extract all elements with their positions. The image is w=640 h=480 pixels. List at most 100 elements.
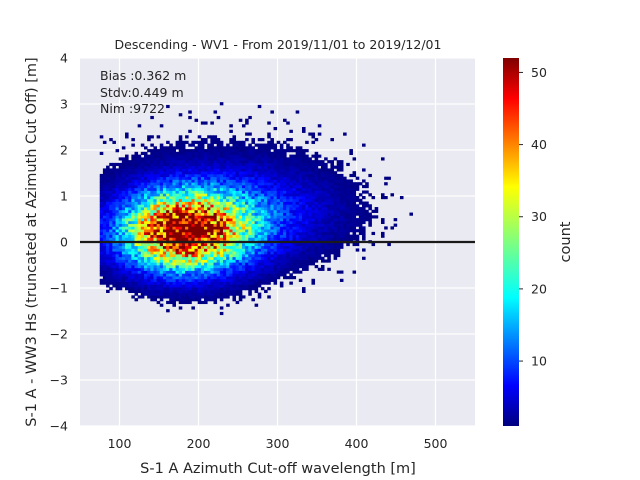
heatmap-cell <box>273 218 278 222</box>
heatmap-cell <box>295 215 300 219</box>
heatmap-cell <box>257 104 262 109</box>
heatmap-cell <box>327 215 331 219</box>
heatmap-cell <box>143 253 148 258</box>
heatmap-cell <box>115 193 120 197</box>
heatmap-cell <box>169 176 173 180</box>
heatmap-cell <box>106 276 110 280</box>
heatmap-cell <box>279 229 284 233</box>
heatmap-cell <box>159 187 164 191</box>
heatmap-cell <box>248 132 252 136</box>
heatmap-cell <box>125 187 129 191</box>
heatmap-cell <box>200 138 205 142</box>
heatmap-cell <box>147 171 151 175</box>
heatmap-cell <box>374 215 379 219</box>
heatmap-cell <box>260 179 265 183</box>
heatmap-cell <box>273 226 278 230</box>
heatmap-cell <box>140 176 145 180</box>
heatmap-cell <box>188 173 192 178</box>
heatmap-cell <box>301 173 306 178</box>
heatmap-cell <box>153 201 158 205</box>
heatmap-cell <box>216 162 221 167</box>
heatmap-cell <box>150 265 154 269</box>
heatmap-cell <box>207 298 211 302</box>
heatmap-cell <box>140 278 145 282</box>
heatmap-cell <box>346 229 350 233</box>
heatmap-cell <box>238 154 243 158</box>
heatmap-cell <box>169 184 173 189</box>
heatmap-cell <box>99 209 104 213</box>
heatmap-cell <box>276 151 281 155</box>
heatmap-cell <box>232 209 237 213</box>
heatmap-cell <box>279 284 284 288</box>
heatmap-cell <box>156 209 161 213</box>
heatmap-cell <box>159 184 164 189</box>
heatmap-cell <box>166 201 170 205</box>
heatmap-cell <box>150 187 154 191</box>
heatmap-cell <box>305 242 309 247</box>
heatmap-cell <box>147 237 151 241</box>
heatmap-cell <box>273 171 278 175</box>
heatmap-cell <box>308 242 312 247</box>
heatmap-cell <box>276 204 281 208</box>
heatmap-cell <box>276 162 281 167</box>
heatmap-cell <box>204 162 208 167</box>
heatmap-cell <box>260 245 265 249</box>
heatmap-cell <box>251 237 255 241</box>
heatmap-cell <box>188 193 192 197</box>
heatmap-cell <box>251 184 255 189</box>
heatmap-cell <box>102 218 107 222</box>
heatmap-cell <box>232 248 237 252</box>
heatmap-cell <box>245 262 249 266</box>
heatmap-cell <box>99 201 104 205</box>
heatmap-cell <box>330 179 334 183</box>
heatmap-cell <box>279 262 284 266</box>
heatmap-cell <box>260 265 265 269</box>
heatmap-cell <box>134 251 139 255</box>
heatmap-cell <box>324 248 328 252</box>
heatmap-cell <box>131 143 135 147</box>
heatmap-cell <box>336 270 341 274</box>
heatmap-cell <box>194 270 199 274</box>
heatmap-cell <box>219 281 224 285</box>
heatmap-cell <box>298 245 303 249</box>
heatmap-cell <box>181 190 186 194</box>
heatmap-cell <box>241 273 246 277</box>
heatmap-cell <box>311 229 316 233</box>
heatmap-cell <box>232 198 237 202</box>
heatmap-cell <box>172 171 176 175</box>
heatmap-cell <box>102 140 107 144</box>
heatmap-cell <box>251 176 255 180</box>
heatmap-cell <box>147 270 151 274</box>
heatmap-cell <box>194 196 199 200</box>
heatmap-cell <box>128 281 132 285</box>
heatmap-cell <box>156 300 161 305</box>
heatmap-cell <box>210 251 214 255</box>
heatmap-cell <box>162 209 167 213</box>
heatmap-cell <box>251 162 255 167</box>
heatmap-cell <box>251 190 255 194</box>
heatmap-cell <box>374 209 379 213</box>
heatmap-cell <box>333 226 338 230</box>
heatmap-cell <box>191 253 195 258</box>
heatmap-cell <box>106 265 110 269</box>
heatmap-cell <box>125 212 129 216</box>
heatmap-cell <box>210 295 214 299</box>
heatmap-cell <box>175 295 180 299</box>
heatmap-cell <box>172 226 176 230</box>
heatmap-cell <box>251 267 255 271</box>
heatmap-cell <box>134 220 139 224</box>
heatmap-cell <box>178 184 183 189</box>
heatmap-cell <box>362 256 366 260</box>
heatmap-cell <box>295 201 300 205</box>
heatmap-cell <box>267 151 271 155</box>
heatmap-cell <box>333 193 338 197</box>
heatmap-cell <box>153 154 158 158</box>
heatmap-cell <box>311 154 316 158</box>
heatmap-cell <box>178 223 183 227</box>
heatmap-cell <box>181 168 186 172</box>
heatmap-cell <box>99 278 104 282</box>
heatmap-cell <box>134 187 139 191</box>
heatmap-cell <box>207 193 211 197</box>
heatmap-cell <box>222 289 227 293</box>
heatmap-cell <box>128 248 132 252</box>
